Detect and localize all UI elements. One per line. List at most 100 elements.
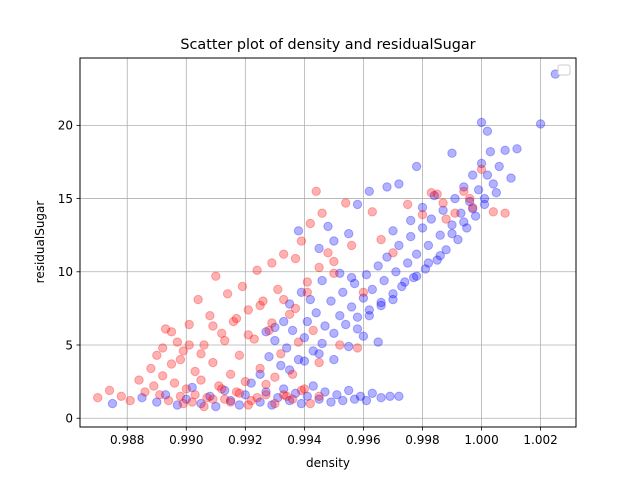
blue-data-point [335,311,345,321]
blue-data-point [435,230,445,240]
blue-data-point [267,400,277,410]
blue-data-point [394,179,404,189]
blue-data-point [400,277,410,287]
red-data-point [441,214,451,224]
red-data-point [314,391,324,401]
y-tick-label: 20 [58,119,73,133]
red-data-point [240,376,251,387]
blue-data-point [376,297,386,308]
blue-data-point [317,275,327,286]
red-data-point [104,385,115,396]
red-data-point [172,337,183,347]
red-data-point [196,349,206,359]
blue-data-point [320,387,330,397]
red-data-point [252,265,262,275]
blue-data-point [314,394,324,404]
red-data-point [311,186,321,197]
blue-data-point [311,308,321,318]
red-data-point [134,375,144,385]
red-data-point [438,198,448,208]
blue-data-point [305,294,315,305]
red-data-point [237,281,248,292]
blue-data-point [137,393,147,403]
blue-data-point [426,214,436,224]
blue-data-point [187,382,197,393]
plot-frame [79,57,577,428]
blue-data-point [476,158,487,169]
blue-data-point [462,223,472,233]
y-tick-label: 0 [65,412,73,426]
red-data-point [468,202,478,213]
blue-data-point [276,360,286,371]
red-data-point [388,248,398,258]
blue-data-point [479,199,490,210]
red-data-point [222,289,233,299]
blue-data-point [270,335,280,346]
x-tick-label: 1.000 [464,433,498,447]
blue-data-point [468,204,478,214]
blue-data-point [299,333,310,343]
blue-data-point [367,284,377,295]
y-tick-label: 5 [65,338,73,352]
blue-data-point [485,147,496,157]
red-data-point [426,188,436,198]
red-data-point [184,340,194,350]
red-data-point [417,210,428,220]
red-data-point [211,271,221,281]
red-data-point [273,284,283,295]
blue-data-point [441,245,451,255]
blue-data-point [196,398,206,409]
data-points [93,69,560,412]
red-data-point [220,394,230,404]
blue-data-point [284,395,295,406]
blue-data-point [394,240,404,251]
red-data-point [202,393,212,403]
blue-data-point [344,229,354,239]
red-data-point [178,398,189,409]
red-data-point [290,253,301,264]
blue-data-point [423,258,434,268]
blue-data-point [270,322,280,333]
blue-data-point [361,395,372,406]
blue-data-point [346,302,357,312]
red-data-point [255,363,265,374]
red-data-point [476,164,487,175]
blue-data-point [406,231,416,242]
blue-data-point [240,390,251,400]
red-data-point [178,346,189,356]
red-data-point [249,334,259,344]
blue-data-point [255,397,265,407]
red-data-point [196,375,206,385]
red-data-point [155,390,165,400]
blue-data-point [308,346,318,356]
red-data-point [246,395,256,406]
blue-data-point [385,391,395,401]
red-data-point [367,207,377,217]
red-data-point [158,343,168,353]
red-data-point [279,249,289,259]
blue-data-point [355,391,366,401]
red-data-point [243,305,254,315]
red-data-point [217,384,227,394]
red-data-point [163,395,174,406]
red-data-point [181,384,192,394]
blue-data-point [367,388,377,398]
red-data-point [465,193,475,204]
blue-data-point [317,338,327,349]
red-data-point [220,335,230,346]
red-data-point [284,309,295,319]
blue-data-point [282,343,292,353]
blue-data-point [284,299,295,309]
blue-data-point [344,341,354,352]
blue-data-point [456,208,466,218]
red-data-point [346,240,357,251]
red-data-point [193,294,203,305]
red-data-point [290,303,301,314]
blue-data-point [314,349,324,359]
red-data-point [231,387,242,397]
blue-data-point [335,268,345,278]
red-data-point [217,328,227,338]
red-data-point [296,236,307,246]
red-data-point [208,321,218,331]
